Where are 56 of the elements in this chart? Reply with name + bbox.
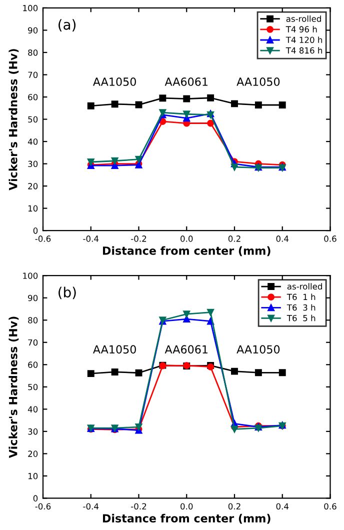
x-tick-label: 0.0	[180, 503, 193, 510]
y-tick-label: 70	[28, 72, 38, 78]
x-tick-label: -0.2	[131, 503, 146, 510]
annotation: (a)	[58, 19, 76, 32]
annotation: AA6061	[164, 78, 208, 86]
y-tick-label: 10	[28, 205, 38, 212]
y-tick-label: 100	[23, 272, 38, 279]
x-axis-title: Distance from center (mm)	[102, 514, 270, 524]
y-tick-label: 70	[28, 339, 38, 346]
x-tick-label: 0.2	[228, 503, 240, 510]
y-tick-label: 60	[28, 362, 38, 368]
x-tick-label: -0.4	[83, 236, 99, 242]
x-tick-label: 0.4	[276, 503, 289, 510]
y-tick-label: 60	[28, 94, 38, 100]
y-tick-label: 100	[23, 4, 38, 12]
y-tick-label: 50	[28, 116, 38, 123]
x-tick-label: -0.6	[35, 236, 51, 242]
y-tick-label: 80	[28, 317, 38, 324]
annotation: AA1050	[236, 78, 280, 86]
x-tick-label: 0.2	[228, 236, 240, 242]
y-tick-label: 30	[28, 160, 38, 168]
y-tick-label: 50	[28, 384, 38, 390]
x-tick-label: -0.6	[35, 503, 51, 510]
x-tick-label: 0.6	[324, 236, 336, 242]
x-tick-label: 0.0	[180, 236, 193, 242]
y-tick-label: 20	[28, 183, 38, 190]
y-tick-label: 90	[28, 27, 38, 34]
y-tick-label: 30	[28, 428, 38, 435]
annotation: AA1050	[93, 78, 136, 86]
legend-label: T4 816 h	[286, 47, 322, 54]
legend-label: as-rolled	[286, 15, 321, 22]
y-tick-label: 80	[28, 49, 38, 56]
legend-label: T6 3 h	[286, 304, 316, 311]
x-tick-label: -0.4	[83, 503, 99, 510]
legend-label: T4 120 h	[286, 36, 322, 44]
legend-label: T6 1 h	[286, 294, 316, 300]
x-tick-label: 0.4	[276, 236, 289, 242]
y-axis-title: Vicker's Hardness (Hv)	[8, 49, 19, 190]
y-tick-label: 0	[33, 495, 38, 502]
x-tick-label: 0.6	[324, 503, 336, 510]
annotation: AA6061	[164, 345, 208, 354]
annotation: AA1050	[236, 345, 280, 354]
annotation: (b)	[58, 286, 76, 300]
x-axis-title: Distance from center (mm)	[102, 246, 270, 256]
x-tick-label: -0.2	[131, 236, 146, 242]
y-tick-label: 40	[28, 406, 38, 412]
annotation: AA1050	[93, 345, 136, 354]
legend-label: as-rolled	[287, 283, 322, 290]
y-tick-label: 20	[28, 450, 38, 457]
legend-label: T4 96 h	[286, 26, 317, 32]
y-axis-title: Vicker's Hardness (Hv)	[8, 316, 19, 458]
y-tick-label: 40	[28, 138, 38, 145]
y-tick-label: 0	[33, 228, 38, 234]
y-tick-label: 90	[28, 294, 38, 302]
legend-label: T6 5 h	[286, 314, 316, 322]
y-tick-label: 10	[28, 472, 38, 480]
